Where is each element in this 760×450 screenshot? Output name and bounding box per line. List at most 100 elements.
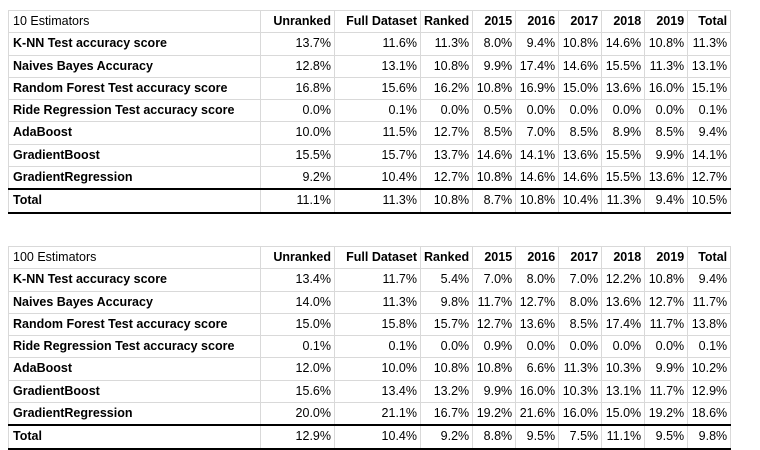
value-cell[interactable]: 10.8%	[472, 166, 517, 190]
value-cell[interactable]: 19.2%	[472, 402, 517, 426]
value-cell[interactable]: 10.8%	[558, 32, 603, 56]
value-cell[interactable]: 0.0%	[558, 99, 603, 123]
value-cell[interactable]: 15.5%	[260, 144, 335, 168]
total-value-cell[interactable]: 8.8%	[472, 424, 517, 450]
value-cell[interactable]: 8.0%	[472, 32, 517, 56]
total-label-cell[interactable]: Total	[8, 424, 261, 450]
value-cell[interactable]: 13.6%	[644, 166, 689, 190]
value-cell[interactable]: 0.9%	[472, 335, 517, 359]
value-cell[interactable]: 12.7%	[420, 121, 474, 145]
value-cell[interactable]: 0.0%	[601, 99, 646, 123]
value-cell[interactable]: 9.2%	[260, 166, 335, 190]
value-cell[interactable]: 14.6%	[558, 55, 603, 78]
value-cell[interactable]: 6.6%	[515, 357, 560, 381]
value-cell[interactable]: 10.0%	[260, 121, 335, 145]
value-cell[interactable]: 21.6%	[515, 402, 560, 426]
value-cell[interactable]: 0.1%	[334, 99, 421, 123]
column-header-cell[interactable]: 2019	[644, 9, 689, 34]
value-cell[interactable]: 11.7%	[644, 380, 689, 404]
value-cell[interactable]: 11.7%	[687, 291, 732, 314]
value-cell[interactable]: 10.8%	[644, 32, 689, 56]
value-cell[interactable]: 10.2%	[687, 357, 732, 381]
value-cell[interactable]: 18.6%	[687, 402, 732, 426]
column-header-cell[interactable]: Total	[687, 245, 732, 270]
total-value-cell[interactable]: 10.4%	[558, 188, 603, 214]
column-header-cell[interactable]: Full Dataset	[334, 245, 421, 270]
value-cell[interactable]: 13.6%	[601, 291, 646, 314]
value-cell[interactable]: 0.0%	[515, 99, 560, 123]
total-value-cell[interactable]: 10.4%	[334, 424, 421, 450]
total-value-cell[interactable]: 11.3%	[334, 188, 421, 214]
row-label-cell[interactable]: GradientRegression	[8, 166, 261, 190]
value-cell[interactable]: 14.0%	[260, 291, 335, 314]
value-cell[interactable]: 8.5%	[558, 121, 603, 145]
value-cell[interactable]: 12.7%	[515, 291, 560, 314]
value-cell[interactable]: 15.0%	[601, 402, 646, 426]
value-cell[interactable]: 0.0%	[558, 335, 603, 359]
column-header-cell[interactable]: 2015	[472, 245, 517, 270]
column-header-cell[interactable]: Ranked	[420, 9, 474, 34]
value-cell[interactable]: 9.4%	[687, 121, 732, 145]
value-cell[interactable]: 13.4%	[260, 268, 335, 292]
value-cell[interactable]: 12.7%	[420, 166, 474, 190]
value-cell[interactable]: 0.0%	[515, 335, 560, 359]
value-cell[interactable]: 9.9%	[472, 380, 517, 404]
value-cell[interactable]: 15.5%	[601, 166, 646, 190]
total-label-cell[interactable]: Total	[8, 188, 261, 214]
total-value-cell[interactable]: 9.8%	[687, 424, 732, 450]
value-cell[interactable]: 13.8%	[687, 313, 732, 337]
value-cell[interactable]: 13.1%	[687, 55, 732, 78]
value-cell[interactable]: 14.6%	[601, 32, 646, 56]
value-cell[interactable]: 9.9%	[644, 144, 689, 168]
value-cell[interactable]: 0.1%	[260, 335, 335, 359]
row-label-cell[interactable]: GradientBoost	[8, 144, 261, 168]
value-cell[interactable]: 10.3%	[601, 357, 646, 381]
value-cell[interactable]: 14.1%	[515, 144, 560, 168]
value-cell[interactable]: 17.4%	[515, 55, 560, 78]
value-cell[interactable]: 12.7%	[472, 313, 517, 337]
row-label-cell[interactable]: Random Forest Test accuracy score	[8, 313, 261, 337]
total-value-cell[interactable]: 11.3%	[601, 188, 646, 214]
value-cell[interactable]: 12.9%	[687, 380, 732, 404]
value-cell[interactable]: 8.5%	[558, 313, 603, 337]
row-label-cell[interactable]: Naives Bayes Accuracy	[8, 55, 261, 78]
value-cell[interactable]: 15.0%	[558, 77, 603, 101]
row-label-cell[interactable]: K-NN Test accuracy score	[8, 32, 261, 56]
value-cell[interactable]: 13.7%	[420, 144, 474, 168]
column-header-cell[interactable]: 2016	[515, 9, 560, 34]
total-value-cell[interactable]: 11.1%	[260, 188, 335, 214]
value-cell[interactable]: 11.3%	[644, 55, 689, 78]
column-header-cell[interactable]: 2019	[644, 245, 689, 270]
row-label-cell[interactable]: Random Forest Test accuracy score	[8, 77, 261, 101]
value-cell[interactable]: 16.0%	[558, 402, 603, 426]
value-cell[interactable]: 7.0%	[472, 268, 517, 292]
value-cell[interactable]: 13.1%	[334, 55, 421, 78]
value-cell[interactable]: 12.7%	[644, 291, 689, 314]
value-cell[interactable]: 11.3%	[687, 32, 732, 56]
column-header-cell[interactable]: Unranked	[260, 9, 335, 34]
value-cell[interactable]: 11.6%	[334, 32, 421, 56]
row-label-cell[interactable]: AdaBoost	[8, 121, 261, 145]
value-cell[interactable]: 15.8%	[334, 313, 421, 337]
row-label-cell[interactable]: Naives Bayes Accuracy	[8, 291, 261, 314]
value-cell[interactable]: 11.3%	[558, 357, 603, 381]
value-cell[interactable]: 9.4%	[515, 32, 560, 56]
column-header-cell[interactable]: Full Dataset	[334, 9, 421, 34]
value-cell[interactable]: 5.4%	[420, 268, 474, 292]
total-value-cell[interactable]: 10.8%	[515, 188, 560, 214]
total-value-cell[interactable]: 10.8%	[420, 188, 474, 214]
row-label-cell[interactable]: Ride Regression Test accuracy score	[8, 99, 261, 123]
value-cell[interactable]: 10.8%	[420, 357, 474, 381]
value-cell[interactable]: 15.1%	[687, 77, 732, 101]
value-cell[interactable]: 11.7%	[334, 268, 421, 292]
value-cell[interactable]: 15.6%	[334, 77, 421, 101]
total-value-cell[interactable]: 8.7%	[472, 188, 517, 214]
column-header-cell[interactable]: Unranked	[260, 245, 335, 270]
value-cell[interactable]: 16.7%	[420, 402, 474, 426]
row-label-cell[interactable]: K-NN Test accuracy score	[8, 268, 261, 292]
value-cell[interactable]: 0.0%	[260, 99, 335, 123]
value-cell[interactable]: 16.0%	[515, 380, 560, 404]
value-cell[interactable]: 15.5%	[601, 55, 646, 78]
total-value-cell[interactable]: 9.5%	[515, 424, 560, 450]
value-cell[interactable]: 16.9%	[515, 77, 560, 101]
